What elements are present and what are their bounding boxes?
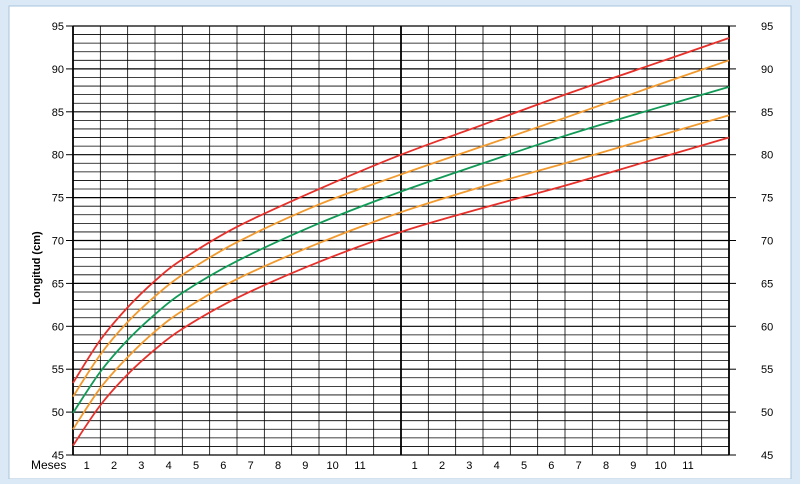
x-tick-label: 10 xyxy=(655,460,667,472)
x-tick-label: 8 xyxy=(275,460,281,472)
x-tick-label: 9 xyxy=(630,460,636,472)
y-tick-label-right: 90 xyxy=(761,64,773,76)
series-line-1 xyxy=(72,37,730,384)
y-tick-label-right: 80 xyxy=(761,150,773,162)
x-tick-label: 11 xyxy=(354,460,365,472)
x-tick-label: 4 xyxy=(166,460,172,472)
y-tick-label-right: 60 xyxy=(761,321,773,333)
x-tick-label: 1 xyxy=(84,460,90,472)
y-axis-label: Longitud (cm) xyxy=(31,231,43,305)
x-tick-label: 4 xyxy=(494,460,500,472)
y-tick-label-left: 50 xyxy=(52,407,64,419)
x-tick-label: 5 xyxy=(193,460,199,472)
series-line-4 xyxy=(72,114,730,430)
x-tick-label: 5 xyxy=(521,460,527,472)
y-tick-label-left: 45 xyxy=(52,450,64,462)
series-line-5 xyxy=(72,136,730,447)
y-tick-label-left: 80 xyxy=(52,150,64,162)
y-tick-label-right: 75 xyxy=(761,193,773,205)
axes xyxy=(66,25,736,456)
x-tick-label: 8 xyxy=(603,460,609,472)
x-tick-label: 2 xyxy=(439,460,445,472)
y-tick-label-right: 55 xyxy=(761,364,773,376)
x-axis-label: Meses xyxy=(31,458,66,472)
x-tick-label: 7 xyxy=(248,460,254,472)
x-tick-label: 2 xyxy=(111,460,117,472)
y-tick-label-right: 95 xyxy=(761,21,773,33)
x-tick-label: 10 xyxy=(327,460,339,472)
y-tick-label-left: 90 xyxy=(52,64,64,76)
y-tick-label-left: 70 xyxy=(52,236,64,248)
y-tick-label-left: 85 xyxy=(52,107,64,119)
x-tick-label: 3 xyxy=(138,460,144,472)
y-tick-label-left: 75 xyxy=(52,193,64,205)
x-tick-label: 6 xyxy=(548,460,554,472)
y-tick-label-right: 45 xyxy=(761,450,773,462)
y-tick-label-left: 65 xyxy=(52,278,64,290)
y-tick-label-right: 70 xyxy=(761,236,773,248)
y-tick-label-left: 55 xyxy=(52,364,64,376)
x-tick-label: 11 xyxy=(682,460,693,472)
series-line-2 xyxy=(72,59,730,398)
y-tick-label-left: 95 xyxy=(52,21,64,33)
y-tick-label-right: 50 xyxy=(761,407,773,419)
y-tick-label-right: 65 xyxy=(761,278,773,290)
x-tick-label: 9 xyxy=(302,460,308,472)
grid xyxy=(72,25,730,456)
x-tick-label: 7 xyxy=(576,460,582,472)
y-tick-label-right: 85 xyxy=(761,107,773,119)
series-lines xyxy=(72,37,730,447)
series-line-3 xyxy=(72,86,730,414)
x-tick-label: 3 xyxy=(466,460,472,472)
chart-panel xyxy=(8,5,792,480)
y-tick-label-left: 60 xyxy=(52,321,64,333)
x-tick-label: 1 xyxy=(412,460,418,472)
x-tick-label: 6 xyxy=(220,460,226,472)
